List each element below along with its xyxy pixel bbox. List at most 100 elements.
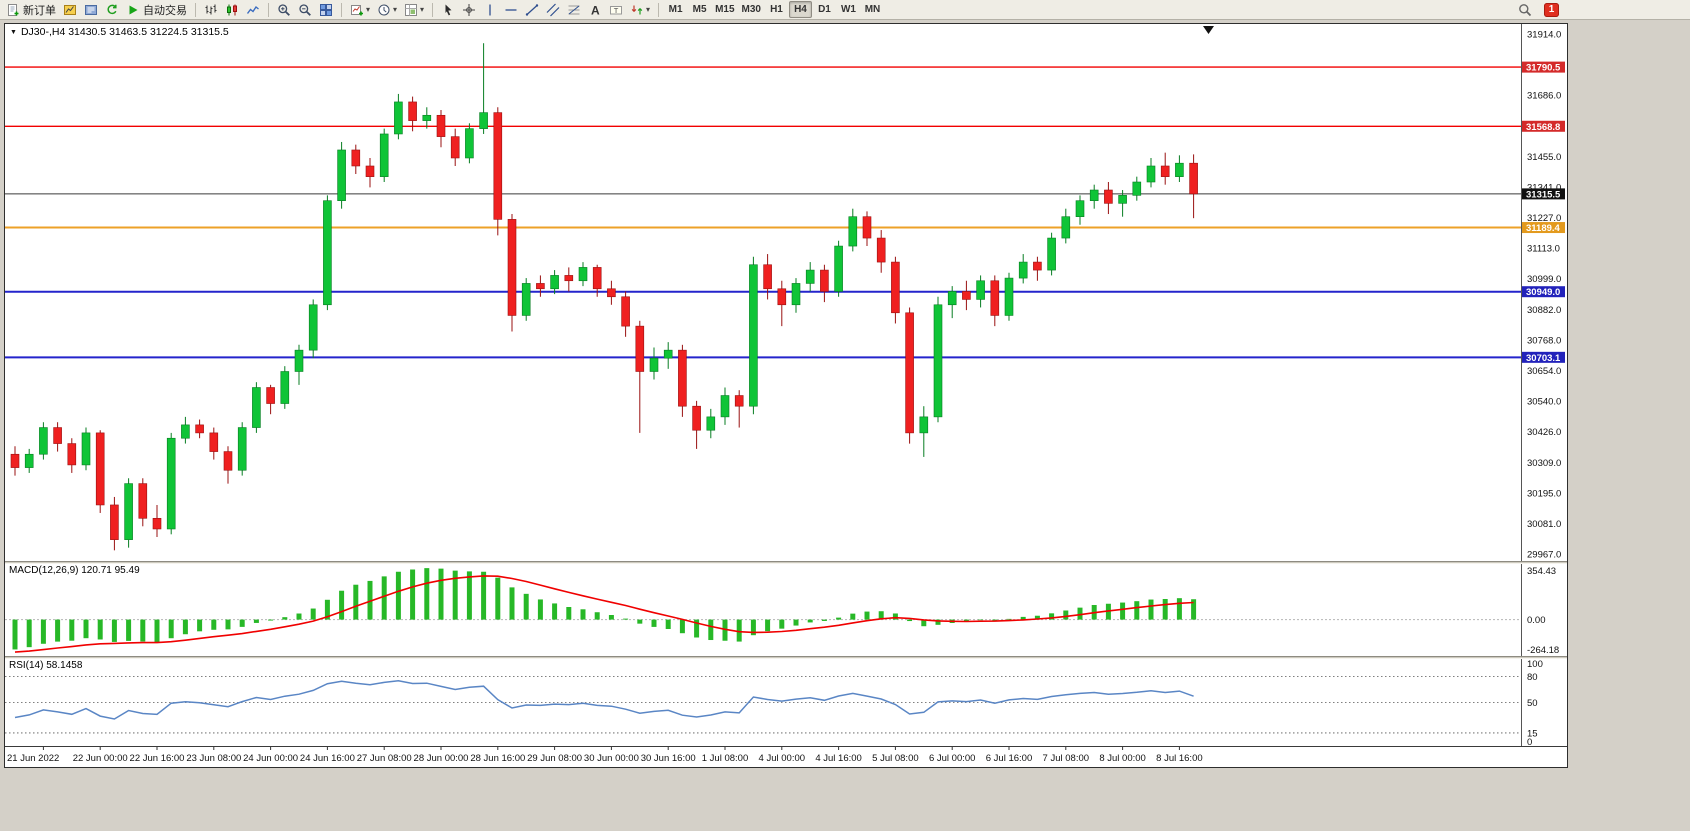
bar-chart-button[interactable] <box>201 1 221 19</box>
caret-down-icon: ▾ <box>646 5 651 14</box>
price-tag <box>1522 188 1565 200</box>
macd-background <box>5 564 1567 656</box>
trendline-button[interactable] <box>522 1 542 19</box>
text-button[interactable]: A <box>585 1 605 19</box>
notification-badge[interactable]: 1 <box>1544 2 1559 17</box>
svg-text:15: 15 <box>1527 728 1538 739</box>
periods-button[interactable]: ▾ <box>374 1 400 19</box>
tile-windows-button[interactable] <box>316 1 336 19</box>
hline-icon <box>504 3 518 17</box>
candle-body <box>1089 189 1099 201</box>
tile-icon <box>319 3 333 17</box>
svg-text:29 Jun 08:00: 29 Jun 08:00 <box>527 753 582 764</box>
candle-body <box>820 269 829 292</box>
candle-body <box>138 483 148 519</box>
svg-text:30 Jun 00:00: 30 Jun 00:00 <box>584 753 639 764</box>
timeframe-h1-button[interactable]: H1 <box>765 1 788 18</box>
candle-body <box>337 149 346 201</box>
label-icon: T <box>609 3 623 17</box>
candlestick-chart-button[interactable] <box>222 1 242 19</box>
rsi-panel[interactable]: 100 80 50 15 0 RSI(14) 58.1458 <box>5 659 1567 746</box>
svg-text:1 Jul 08:00: 1 Jul 08:00 <box>702 753 748 764</box>
equidistant-channel-button[interactable] <box>543 1 563 19</box>
profiles-button[interactable] <box>81 1 101 19</box>
crosshair-button[interactable] <box>459 1 479 19</box>
svg-text:30195.0: 30195.0 <box>1527 488 1561 499</box>
svg-text:354.43: 354.43 <box>1527 566 1556 577</box>
vertical-line-button[interactable] <box>480 1 500 19</box>
zoom-out-button[interactable] <box>295 1 315 19</box>
svg-text:31315.5: 31315.5 <box>1526 189 1561 200</box>
svg-text:7 Jul 08:00: 7 Jul 08:00 <box>1043 753 1089 764</box>
price-tag <box>1522 222 1565 234</box>
panel-splitter[interactable] <box>5 561 1567 564</box>
candle-body <box>720 395 730 418</box>
candle-body <box>862 216 872 239</box>
svg-text:31227.0: 31227.0 <box>1527 213 1561 224</box>
svg-text:5 Jul 08:00: 5 Jul 08:00 <box>872 753 918 764</box>
price-chart-canvas[interactable]: 31914.0 31686.0 31455.0 31341.0 31227.0 31113… <box>5 24 1567 561</box>
macd-panel[interactable]: 354.43 0.00 -264.18 MACD(12,26,9) 120.71 9… <box>5 564 1567 656</box>
chart-shift-marker[interactable] <box>1203 26 1214 34</box>
cursor-button[interactable] <box>438 1 458 19</box>
candle-body <box>166 437 176 530</box>
rsi-canvas[interactable]: 100 80 50 150 <box>5 659 1567 746</box>
charts-button[interactable] <box>60 1 80 19</box>
new-order-button[interactable]: 新订单 <box>3 1 59 19</box>
panel-splitter[interactable] <box>5 656 1567 659</box>
svg-text:31113.0: 31113.0 <box>1527 243 1560 254</box>
toolbar-separator <box>195 2 196 17</box>
timeframe-w1-button[interactable]: W1 <box>837 1 860 18</box>
text-label-button[interactable]: T <box>606 1 626 19</box>
text-a-icon: A <box>588 3 602 17</box>
toolbar-right: 1 <box>1515 1 1559 19</box>
svg-text:27 Jun 08:00: 27 Jun 08:00 <box>357 753 412 764</box>
candle-body <box>1175 162 1184 177</box>
timeframe-mn-button[interactable]: MN <box>861 1 884 18</box>
fibo-icon <box>567 3 581 17</box>
svg-text:24 Jun 00:00: 24 Jun 00:00 <box>243 753 298 764</box>
price-panel[interactable]: 31914.0 31686.0 31455.0 31341.0 31227.0 31113… <box>5 24 1567 561</box>
autotrade-button[interactable]: 自动交易 <box>123 1 190 19</box>
templates-button[interactable]: ▾ <box>401 1 427 19</box>
zoom-in-button[interactable] <box>274 1 294 19</box>
refresh-button[interactable] <box>102 1 122 19</box>
candle-body <box>323 200 332 306</box>
autotrade-icon <box>126 3 140 17</box>
timeframe-m1-button[interactable]: M1 <box>664 1 687 18</box>
candle-body <box>578 267 588 282</box>
timeframe-m5-button[interactable]: M5 <box>688 1 711 18</box>
search-button[interactable] <box>1515 1 1535 19</box>
candle-body <box>493 112 503 220</box>
candle-body <box>536 283 545 290</box>
svg-text:30882.0: 30882.0 <box>1527 305 1561 316</box>
toolbar-separator <box>341 2 342 17</box>
svg-text:30 Jun 16:00: 30 Jun 16:00 <box>641 753 696 764</box>
fibonacci-button[interactable] <box>564 1 584 19</box>
candle-body <box>649 357 659 372</box>
new-chart-button[interactable]: ▾ <box>347 1 373 19</box>
timeframe-m30-button[interactable]: M30 <box>739 1 764 18</box>
candle-body <box>124 483 133 540</box>
timeframe-h4-button[interactable]: H4 <box>788 1 812 18</box>
svg-text:4 Jul 16:00: 4 Jul 16:00 <box>815 753 861 764</box>
macd-canvas[interactable]: 354.43 0.00 -264.18 <box>5 564 1567 656</box>
line-chart-button[interactable] <box>243 1 263 19</box>
horizontal-line-button[interactable] <box>501 1 521 19</box>
svg-text:A: A <box>591 3 600 17</box>
candle-body <box>990 280 1000 316</box>
one-click-trading-arrow[interactable]: ▼ <box>10 28 17 36</box>
timeframe-m15-button[interactable]: M15 <box>712 1 737 18</box>
svg-text:T: T <box>614 5 619 14</box>
candles <box>10 43 1198 551</box>
candle-body <box>209 432 219 452</box>
timeframe-d1-button[interactable]: D1 <box>813 1 836 18</box>
time-axis[interactable]: 21 Jun 2022 22 Jun 00:00 22 Jun 16:00 23 Ju… <box>5 746 1567 767</box>
candle-body <box>95 432 105 506</box>
candle-body <box>507 219 517 316</box>
arrows-button[interactable]: ▾ <box>627 1 653 19</box>
svg-text:30426.0: 30426.0 <box>1527 427 1561 438</box>
svg-text:28 Jun 16:00: 28 Jun 16:00 <box>470 753 525 764</box>
candle-body <box>266 387 275 404</box>
search-icon <box>1518 3 1532 17</box>
